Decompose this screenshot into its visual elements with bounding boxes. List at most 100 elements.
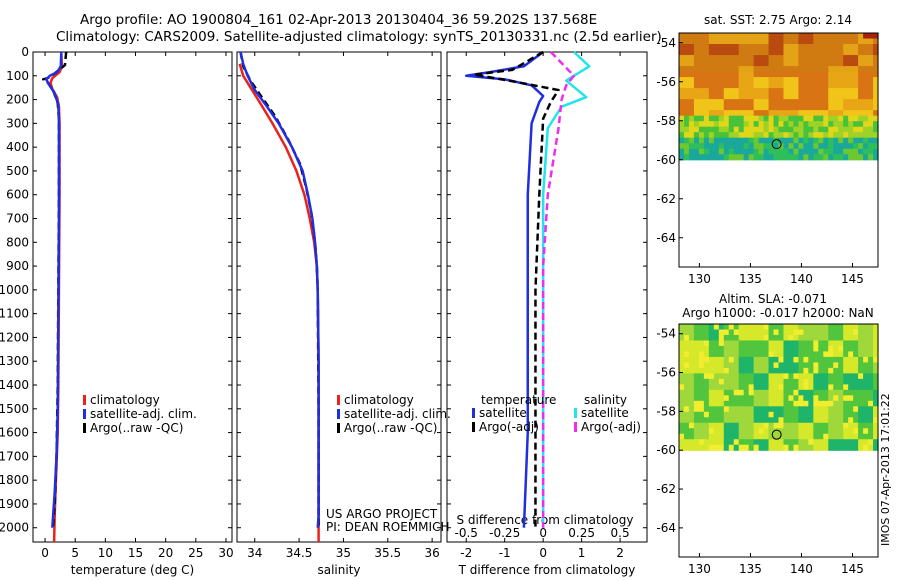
difference-series-satellite-line [541,51,591,528]
difference-xtick-label-2: 0 [539,546,547,560]
salinity-legend-item-1-label: satellite-adj. clim. [344,407,451,421]
salinity-xtick-label-4: 36 [424,546,439,560]
sst_map-ytick-label-2: -58 [656,114,676,128]
depth-tick-label-10: 1000 [0,283,29,297]
difference-s-tick-label-1: -0.25 [489,526,520,540]
depth-tick-label-18: 1800 [0,473,29,487]
difference-legend-sal-satellite-swatch [574,408,577,418]
difference-legend-sal-argo-swatch [574,422,577,432]
depth-tick-label-8: 800 [6,235,29,249]
temperature-legend-item-2-swatch [83,423,86,433]
temperature-legend-item-1-swatch [83,409,86,419]
temperature-legend-item-0-swatch [83,395,86,405]
temperature-legend-item-1-label: satellite-adj. clim. [90,407,197,421]
depth-tick-label-17: 1700 [0,449,29,463]
difference-xtick-label-0: -2 [460,546,472,560]
sla_map-ytick-label-1: -56 [656,366,676,380]
difference-top-axis-label: S difference from climatology [457,513,634,527]
sst_map-heatmap-cells [679,33,879,161]
temperature-xtick-label-1: 5 [71,546,79,560]
difference-s-tick-label-0: -0.5 [455,526,478,540]
difference-legend-temp-argo-swatch [472,422,475,432]
temperature-axes-box [32,51,233,543]
difference-legend-temp-argo-label: Argo(-adj) [479,420,539,434]
sst_map-ytick-label-4: -62 [656,192,676,206]
temperature-legend-item-2-label: Argo(..raw -QC) [90,421,183,435]
sst_map-xtick-label-3: 145 [841,272,864,286]
temperature-xtick-label-3: 15 [128,546,143,560]
salinity-series-climatology-line [238,63,320,542]
difference-legend-sal-satellite-label: satellite [581,406,629,420]
sla_map-ytick-label-0: -54 [656,327,676,341]
temperature-legend-item-0-label: climatology [90,393,160,407]
sst_map-argo-location-marker [771,139,782,150]
temperature-xtick-label-2: 10 [98,546,113,560]
sst-map-title: sat. SST: 2.75 Argo: 2.14 [704,13,852,27]
sla_map-heatmap-cells [679,324,879,451]
sla-map-title-line-1: Altim. SLA: -0.071 [719,292,827,306]
difference-s-tick-label-3: 0.25 [568,526,595,540]
salinity-legend-item-1-swatch [337,409,340,419]
sst_map-ytick-label-1: -56 [656,75,676,89]
salinity-xtick-label-2: 35 [336,546,351,560]
sla_map-xtick-label-3: 145 [841,562,864,576]
difference-legend-temp-satellite-label: satellite [479,406,527,420]
difference-legend-title-temperature: temperature [481,393,556,407]
depth-tick-label-15: 1500 [0,402,29,416]
salinity-axes-box [236,51,442,543]
difference-legend-sal-argo-label: Argo(-adj) [581,420,641,434]
salinity-xtick-label-3: 35.5 [374,546,401,560]
difference-xtick-label-1: -1 [499,546,511,560]
depth-tick-label-9: 900 [6,259,29,273]
imos-timestamp-stamp: IMOS 07-Apr-2013 17:01:22 [879,393,892,546]
temperature-x-axis-label: temperature (deg C) [71,563,194,577]
difference-axes-box [446,51,648,543]
depth-tick-label-7: 700 [6,212,29,226]
difference-series-satellite-line [464,50,545,528]
sst_map-xtick-label-2: 140 [790,272,813,286]
salinity-legend-item-0-swatch [337,395,340,405]
temperature-series-argo-raw-qc--line [42,51,68,528]
temperature-series-satellite-adj-clim--line [45,51,63,528]
depth-tick-label-13: 1300 [0,354,29,368]
sla-map-title-line-2: Argo h1000: -0.017 h2000: NaN [682,306,874,320]
sst_map-xtick-label-0: 130 [688,272,711,286]
sst_map-ytick-label-0: -54 [656,36,676,50]
sla_map-xtick-label-2: 140 [790,562,813,576]
depth-tick-label-2: 200 [6,93,29,107]
depth-tick-label-0: 0 [21,45,29,59]
salinity-series-satellite-adj-clim--line [239,51,320,528]
sla_map-argo-location-marker [771,429,782,440]
difference-s-tick-label-2: 0 [539,526,547,540]
depth-tick-label-14: 1400 [0,378,29,392]
depth-tick-label-3: 300 [6,116,29,130]
difference-xtick-label-3: 1 [578,546,586,560]
temperature-xtick-label-0: 0 [41,546,49,560]
difference-series-argo-adj--line [472,50,560,528]
difference-legend-title-salinity: salinity [584,393,627,407]
sla_map-ytick-label-3: -60 [656,443,676,457]
title-line-1: Argo profile: AO 1900804_161 02-Apr-2013… [80,12,598,28]
salinity-legend-item-0-label: climatology [344,393,414,407]
sla_map-xtick-label-1: 135 [739,562,762,576]
sst_map-xtick-label-1: 135 [739,272,762,286]
sla_map-ytick-label-4: -62 [656,482,676,496]
difference-xtick-label-4: 2 [616,546,624,560]
difference-x-axis-label: T difference from climatology [458,563,636,577]
difference-s-tick-label-4: 0.5 [611,526,630,540]
title-line-2: Climatology: CARS2009. Satellite-adjuste… [56,29,662,45]
salinity-xtick-label-1: 34.5 [286,546,313,560]
sst_map-ytick-label-3: -60 [656,153,676,167]
difference-series-argo-adj--line [541,51,576,528]
salinity-annotation-line-2: PI: DEAN ROEMMICH [326,520,449,534]
depth-tick-label-19: 1900 [0,497,29,511]
sst_map-ytick-label-5: -64 [656,231,676,245]
salinity-xtick-label-0: 34 [247,546,262,560]
difference-legend-temp-satellite-swatch [472,408,475,418]
sla_map-ytick-label-2: -58 [656,404,676,418]
depth-tick-label-1: 100 [6,69,29,83]
salinity-legend-item-2-swatch [337,423,340,433]
temperature-xtick-label-4: 20 [158,546,173,560]
sla_map-xtick-label-0: 130 [688,562,711,576]
depth-tick-label-12: 1200 [0,330,29,344]
